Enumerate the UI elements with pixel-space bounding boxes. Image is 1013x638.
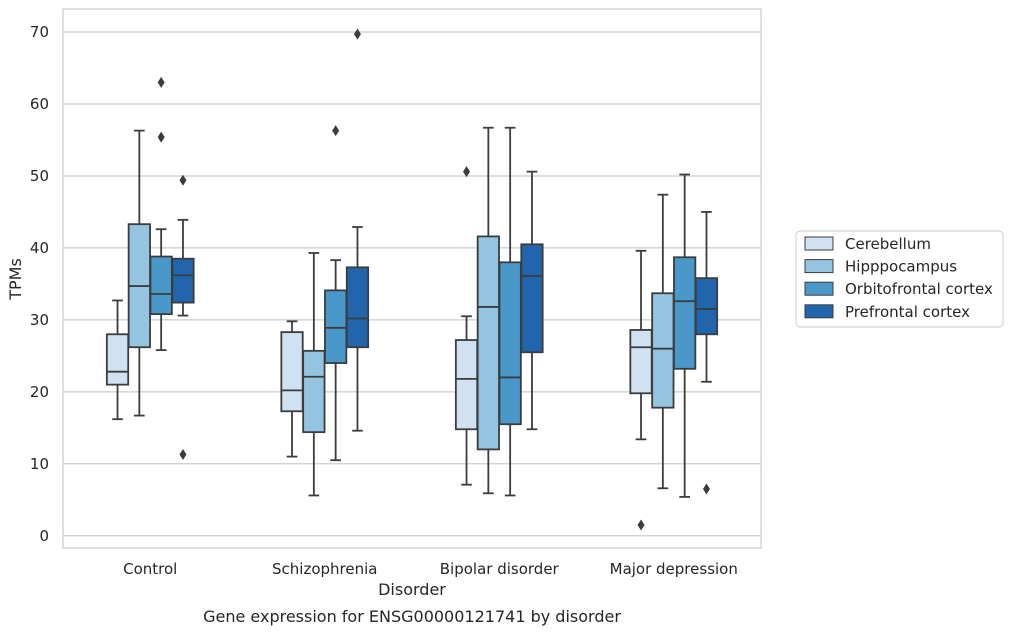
box-hipppocampus (476, 126, 500, 495)
box (498, 261, 522, 426)
y-tick-label: 20 (30, 383, 49, 401)
y-axis-label: TPMs (6, 258, 25, 301)
box-cerebellum (454, 166, 479, 486)
y-tick-label: 40 (30, 239, 49, 257)
box-orbitofrontal-cortex (673, 173, 697, 498)
gridlines (63, 31, 761, 537)
box-prefrontal-cortex (520, 170, 544, 431)
x-tick-label: Major depression (610, 560, 738, 578)
outlier-point (179, 174, 187, 186)
box-orbitofrontal-cortex (149, 76, 173, 352)
legend-swatch (804, 259, 834, 274)
box-prefrontal-cortex (171, 174, 195, 460)
legend-label: Orbitofrontal cortex (845, 280, 993, 298)
box (105, 333, 130, 386)
box-orbitofrontal-cortex (498, 126, 522, 497)
box (629, 329, 653, 395)
outlier-point (332, 125, 340, 137)
box-hipppocampus (127, 129, 151, 417)
box-cerebellum (280, 320, 304, 458)
box (520, 243, 544, 354)
x-tick-labels: Control Schizophrenia Bipolar disorder Majo… (123, 560, 738, 578)
box-hipppocampus (651, 193, 675, 490)
x-tick-label: Schizophrenia (272, 560, 377, 578)
x-axis-label: Disorder (378, 580, 446, 599)
legend-swatch (804, 236, 834, 251)
box (280, 331, 304, 413)
legend-frame (795, 230, 1004, 328)
box-cerebellum (629, 249, 653, 531)
y-tick-labels: 0 10 20 30 40 50 60 70 (30, 23, 49, 545)
box-prefrontal-cortex (345, 28, 370, 432)
y-tick-label: 10 (30, 455, 49, 473)
outlier-point (463, 166, 471, 178)
plot-frame (62, 8, 762, 549)
boxplots (105, 28, 719, 531)
box-cerebellum (105, 299, 130, 421)
legend: Cerebellum Hipppocampus Orbitofrontal cort… (795, 230, 1004, 328)
box (673, 256, 697, 370)
box (651, 292, 675, 409)
box (454, 339, 479, 431)
box (149, 255, 173, 316)
outlier-point (353, 28, 361, 40)
legend-label: Hipppocampus (845, 258, 957, 276)
box-prefrontal-cortex (694, 211, 719, 495)
box (476, 235, 500, 451)
y-tick-label: 50 (30, 167, 49, 185)
box (302, 349, 326, 434)
y-tick-label: 0 (39, 527, 49, 545)
legend-label: Cerebellum (845, 235, 931, 253)
x-tick-label: Control (123, 560, 177, 578)
box (345, 266, 370, 349)
y-tick-label: 60 (30, 95, 49, 113)
legend-swatch (804, 304, 834, 319)
outlier-point (157, 131, 165, 143)
box-hipppocampus (302, 252, 326, 497)
legend-label: Prefrontal cortex (845, 303, 970, 321)
box (694, 277, 719, 336)
x-tick-label: Bipolar disorder (440, 560, 560, 578)
figure-caption: Gene expression for ENSG00000121741 by d… (203, 607, 621, 626)
y-tick-label: 30 (30, 311, 49, 329)
box (324, 289, 348, 364)
outlier-point (702, 483, 710, 495)
legend-swatch (804, 281, 834, 296)
box (171, 257, 195, 304)
outlier-point (157, 76, 165, 88)
outlier-point (179, 448, 187, 460)
y-tick-label: 70 (30, 23, 49, 41)
outlier-point (637, 519, 645, 531)
